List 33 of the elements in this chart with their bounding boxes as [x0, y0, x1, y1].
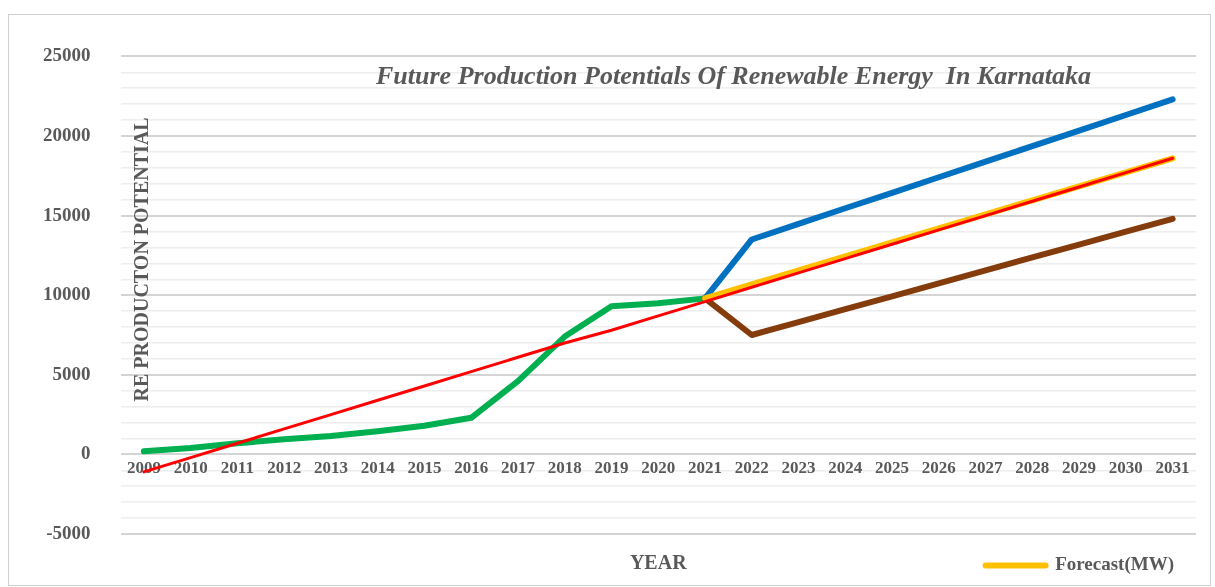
x-tick-label: 2030 — [1108, 457, 1143, 477]
x-tick-label: 2010 — [173, 457, 208, 477]
x-tick-label: 2016 — [454, 457, 489, 477]
y-axis-title: RE PRODUCTON POTENTIAL — [129, 117, 152, 402]
y-tick-label: -5000 — [46, 521, 91, 543]
x-tick-label: 2021 — [688, 457, 723, 477]
x-tick-label: 2026 — [921, 457, 956, 477]
x-tick-label: 2012 — [267, 457, 302, 477]
x-tick-label: 2024 — [828, 457, 863, 477]
y-tick-label: 5000 — [52, 362, 91, 384]
x-tick-label: 2018 — [547, 457, 582, 477]
y-tick-label: 25000 — [43, 44, 91, 66]
x-tick-label: 2017 — [500, 457, 536, 477]
x-axis-title: YEAR — [629, 551, 688, 574]
y-tick-label: 20000 — [43, 123, 91, 145]
x-tick-label: 2029 — [1062, 457, 1097, 477]
x-tick-label: 2013 — [313, 457, 348, 477]
x-tick-label: 2027 — [968, 457, 1004, 477]
x-tick-label: 2028 — [1015, 457, 1050, 477]
chart-title: Future Production Potentials Of Renewable Energy In Karnataka — [374, 61, 1092, 91]
x-tick-label: 2023 — [781, 457, 816, 477]
x-tick-label: 2015 — [407, 457, 442, 477]
x-tick-label: 2031 — [1155, 457, 1190, 477]
x-tick-label: 2025 — [875, 457, 910, 477]
y-tick-label: 15000 — [43, 203, 91, 225]
x-tick-label: 2011 — [220, 457, 254, 477]
x-tick-label: 2014 — [360, 457, 396, 477]
x-tick-label: 2022 — [734, 457, 769, 477]
y-tick-label: 0 — [81, 442, 91, 464]
legend-label: Forecast(MW) — [1055, 553, 1174, 576]
y-tick-label: 10000 — [43, 283, 91, 305]
x-tick-label: 2019 — [594, 457, 629, 477]
x-tick-label: 2020 — [641, 457, 676, 477]
